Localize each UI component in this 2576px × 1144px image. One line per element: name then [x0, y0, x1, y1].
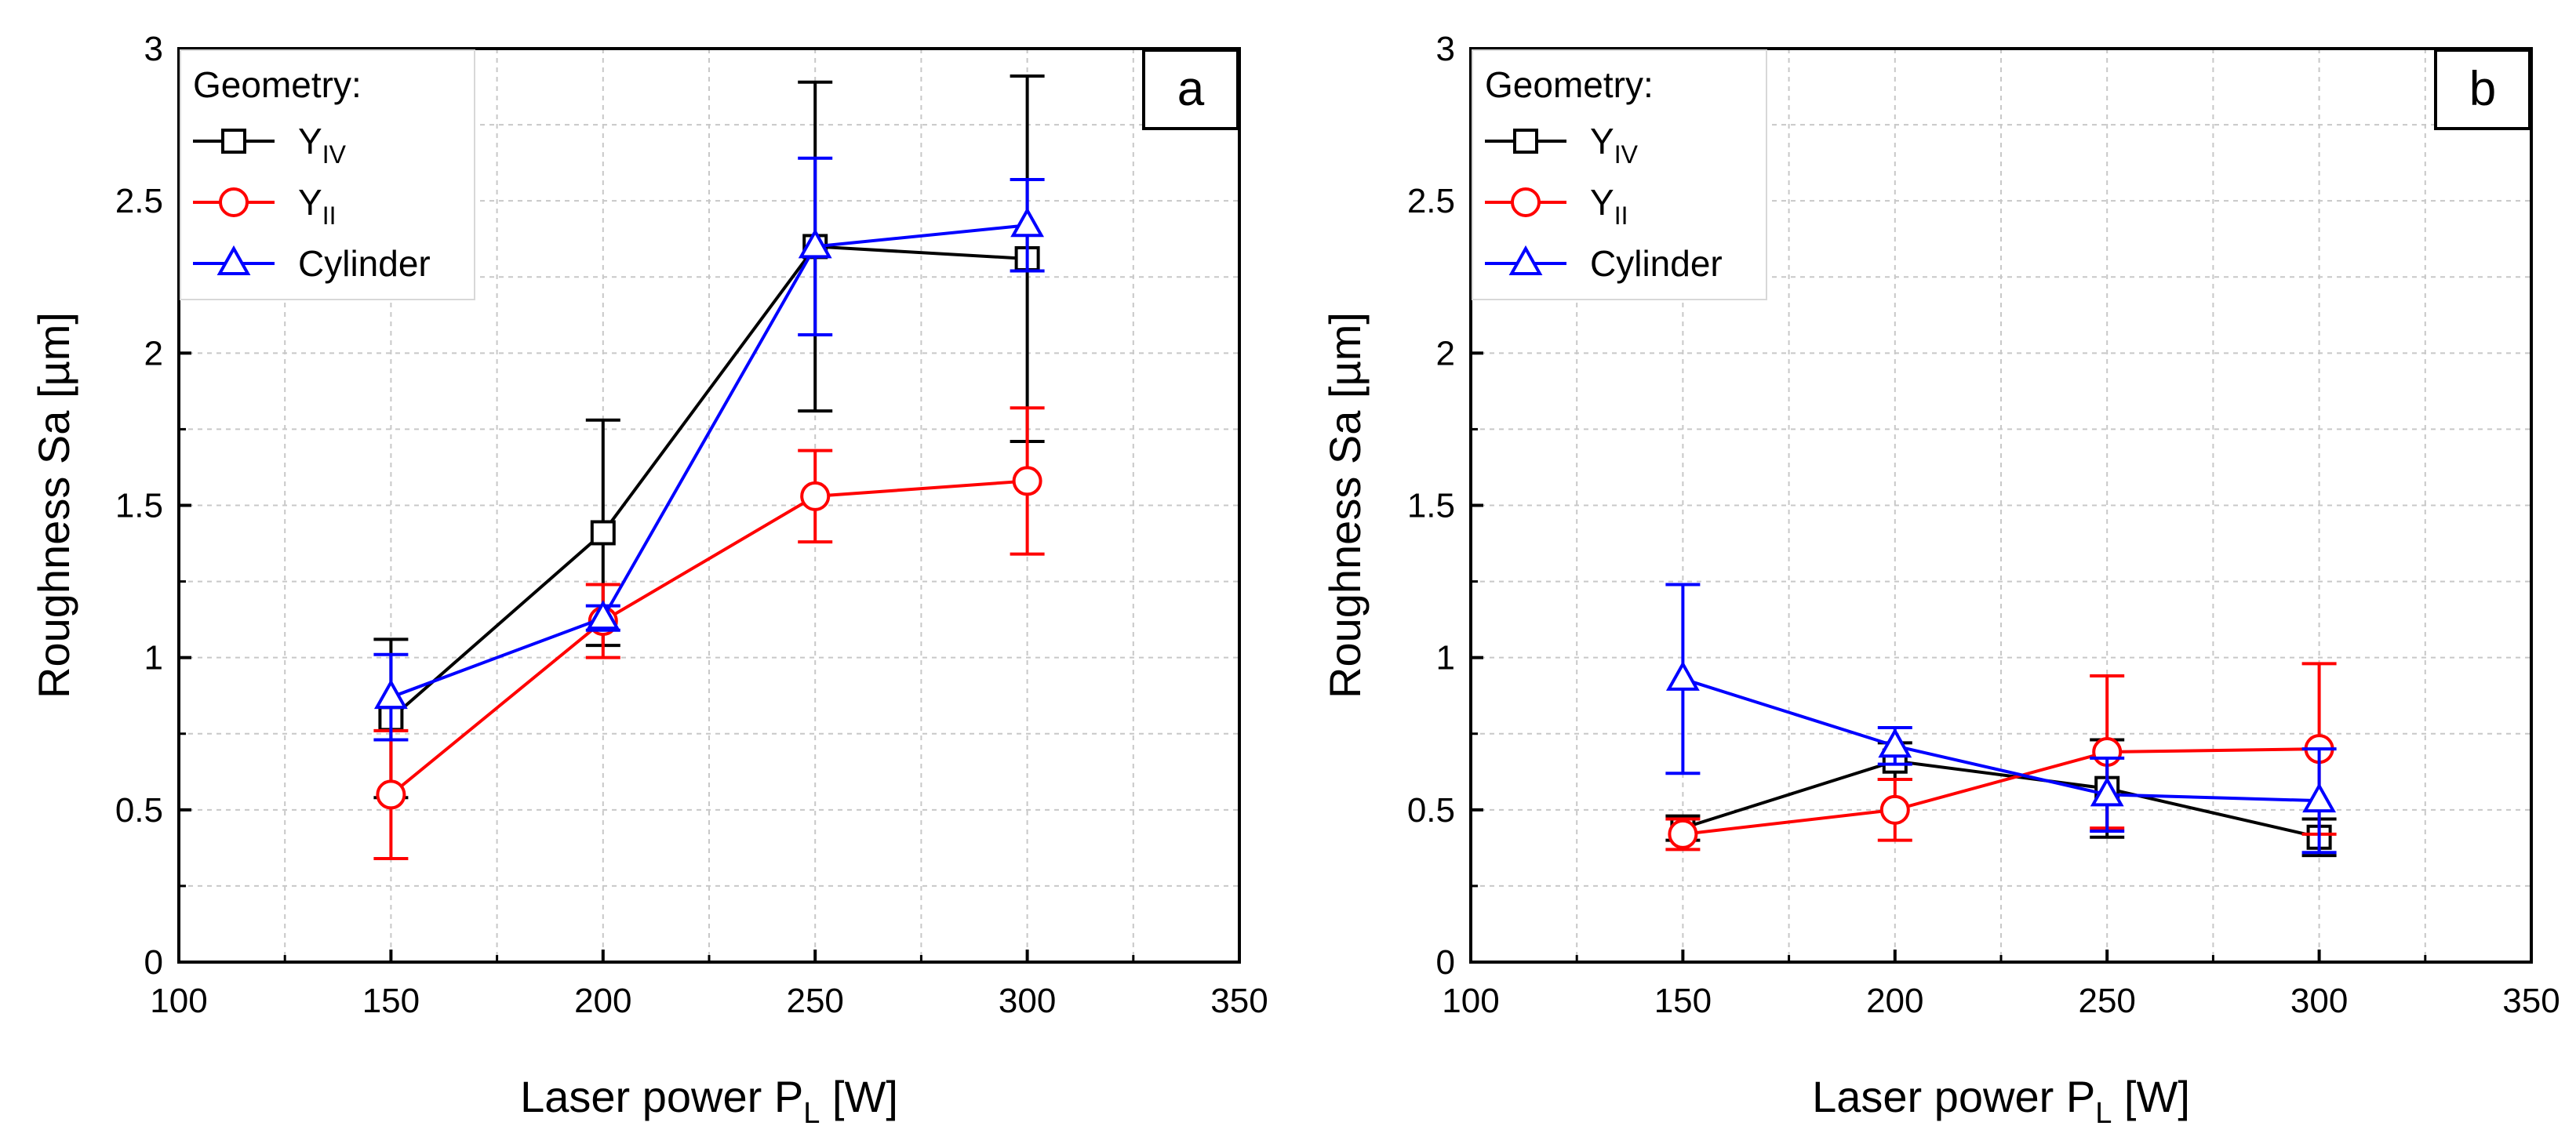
series-line: [390, 223, 1028, 699]
legend-label-subscript: IV: [1614, 140, 1639, 169]
x-tick-label: 200: [574, 982, 631, 1020]
legend-marker: [1508, 245, 1543, 275]
legend-marker: [221, 129, 246, 154]
y-tick-label: 2.5: [115, 182, 163, 220]
data-point: [376, 779, 406, 810]
data-point: [2302, 783, 2337, 813]
legend-label-name: Y: [298, 182, 322, 223]
legend-entry: YIV: [1485, 121, 1639, 169]
y-tick-label: 0.5: [1407, 791, 1455, 830]
legend-entry: YII: [193, 182, 336, 230]
y-tick-label: 1: [144, 639, 163, 677]
y-tick-label: 1.5: [115, 487, 163, 525]
series-line: [1682, 677, 2319, 803]
x-axis-label: Laser power PL [W]: [520, 1072, 898, 1130]
legend-label: Cylinder: [1590, 243, 1723, 284]
y-tick-label: 2: [1436, 334, 1455, 372]
series-line: [1682, 759, 2320, 839]
x-axis-label-unit: [W]: [820, 1072, 898, 1121]
data-point: [1010, 207, 1045, 238]
series-line: [1683, 747, 2319, 836]
chart-panel-b: 100 150 200 250 300 350 0 0.5 1 1.5 2 2.5 3 Roughness…: [1320, 30, 2560, 1130]
x-axis-label-subscript: L: [803, 1097, 820, 1130]
data-point: [800, 481, 831, 511]
series-2: [373, 156, 1045, 742]
x-axis-label-main: Laser power P: [1812, 1072, 2095, 1121]
x-tick-label: 150: [1654, 982, 1712, 1020]
legend-label-name: Y: [1590, 182, 1614, 223]
legend-entry: Cylinder: [1485, 243, 1723, 284]
y-tick-label: 2.5: [1407, 182, 1455, 220]
legend-label-name: Cylinder: [298, 243, 431, 284]
y-axis-label: Roughness Sa [µm]: [29, 312, 78, 699]
y-tick-label: 0: [144, 943, 163, 982]
legend-label: YIV: [298, 121, 347, 169]
x-tick-label: 200: [1866, 982, 1923, 1020]
y-tick-label: 2: [144, 334, 163, 372]
x-axis-label-subscript: L: [2095, 1097, 2112, 1130]
data-point: [1668, 819, 1698, 849]
y-tick-label: 1.5: [1407, 487, 1455, 525]
legend-title: Geometry:: [1485, 64, 1654, 105]
legend-label-name: Y: [298, 121, 322, 162]
y-tick-label: 0.5: [115, 791, 163, 830]
chart-panel-a: 100 150 200 250 300 350 0 0.5 1 1.5 2 2.5 3 Roughness…: [29, 30, 1268, 1130]
y-tick-label: 3: [144, 30, 163, 68]
series-2: [1665, 583, 2337, 855]
x-tick-label: 250: [2078, 982, 2135, 1020]
x-tick-label: 350: [1210, 982, 1268, 1020]
data-point: [1665, 660, 1700, 691]
x-tick-label: 150: [362, 982, 420, 1020]
data-point: [586, 600, 620, 630]
x-tick-label: 300: [999, 982, 1056, 1020]
legend-label: YII: [1590, 182, 1628, 230]
y-tick-label: 3: [1436, 30, 1455, 68]
data-point: [1878, 728, 1912, 758]
data-point: [373, 679, 408, 710]
panel-label: a: [1177, 62, 1205, 116]
y-axis-label: Roughness Sa [µm]: [1320, 312, 1370, 699]
legend-label-subscript: IV: [322, 140, 347, 169]
data-point: [1879, 794, 1910, 825]
series-line: [390, 479, 1028, 796]
x-tick-label: 100: [150, 982, 207, 1020]
legend-title: Geometry:: [193, 64, 362, 105]
y-tick-label: 1: [1436, 639, 1455, 677]
x-tick-label: 250: [786, 982, 843, 1020]
legend-label: YIV: [1590, 121, 1639, 169]
legend-marker: [216, 245, 251, 275]
data-point: [1012, 466, 1042, 496]
legend-entry: YIV: [193, 121, 347, 169]
panel-label: b: [2469, 62, 2496, 116]
legend-label-name: Y: [1590, 121, 1614, 162]
series-line: [390, 245, 1028, 720]
x-tick-label: 350: [2502, 982, 2560, 1020]
legend-marker: [1511, 187, 1541, 217]
legend-label-subscript: II: [1614, 202, 1628, 230]
y-tick-label: 0: [1436, 943, 1455, 982]
x-axis-label: Laser power PL [W]: [1812, 1072, 2190, 1130]
legend-label: YII: [298, 182, 336, 230]
legend-label-name: Cylinder: [1590, 243, 1723, 284]
legend-entry: Cylinder: [193, 243, 431, 284]
data-point: [590, 520, 616, 546]
x-axis-label-main: Laser power P: [520, 1072, 803, 1121]
panel-label-box: [1142, 49, 1239, 130]
legend-label: Cylinder: [298, 243, 431, 284]
legend-marker: [1513, 129, 1538, 154]
panel-label-box: [2434, 49, 2531, 130]
legend-marker: [219, 187, 249, 217]
x-axis-label-unit: [W]: [2112, 1072, 2190, 1121]
data-point: [798, 228, 832, 259]
data-point: [2090, 776, 2124, 807]
legend-label-subscript: II: [322, 202, 337, 230]
x-tick-label: 300: [2290, 982, 2348, 1020]
legend-entry: YII: [1485, 182, 1628, 230]
x-tick-label: 100: [1442, 982, 1499, 1020]
